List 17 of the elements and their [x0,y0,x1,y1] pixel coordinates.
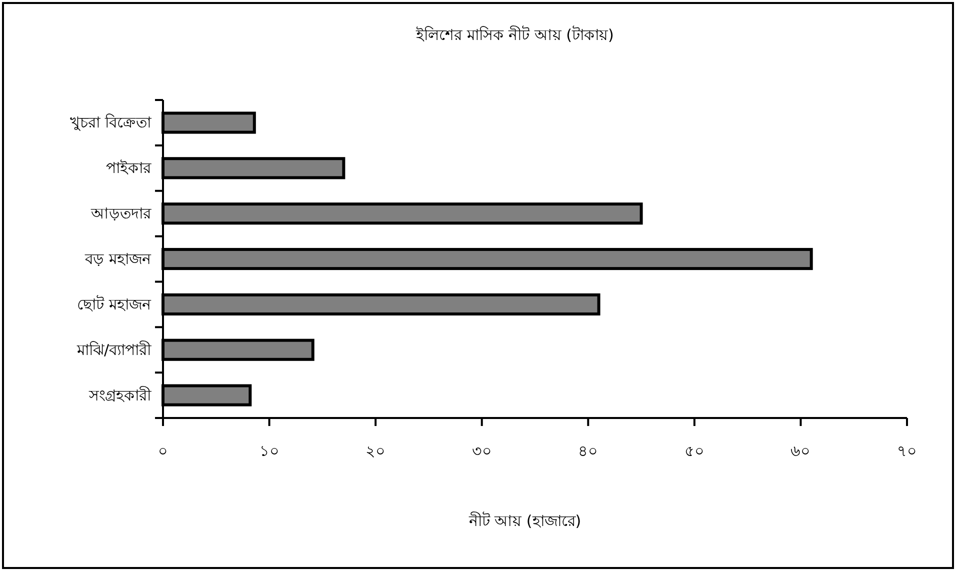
x-tick-label: ২০ [366,442,386,460]
y-tick-label: ছোট মহাজন [77,295,152,314]
y-tick-label: বড় মহাজন [84,250,152,268]
chart-title: ইলিশের মাসিক নীট আয় (টাকায়) [415,26,614,44]
x-tick-label: ১০ [259,442,280,460]
y-tick-label: সংগ্রহকারী [88,386,152,404]
x-tick-label: ৭০ [897,442,917,460]
x-tick-label: ৩০ [472,442,492,460]
x-tick-label: ৪০ [578,442,598,460]
x-axis-title: নীট আয় (হাজারে) [468,512,582,530]
x-tick-label: ৫০ [684,442,704,460]
y-tick-label: খুচরা বিক্রেতা [70,114,152,132]
y-tick-label: আড়তদার [90,204,152,223]
x-tick-label: ০ [158,442,168,460]
y-tick-label: পাইকার [106,159,152,178]
x-tick-label: ৬০ [790,442,811,460]
y-tick-label: মাঝি/ব্যাপারী [76,340,152,359]
